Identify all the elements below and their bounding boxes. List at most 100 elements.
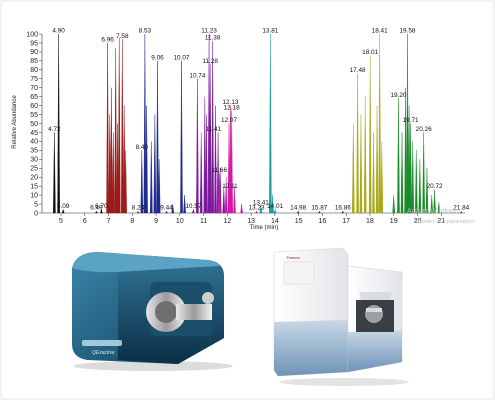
peak-mark [157,159,161,214]
x-tick-label: 5 [59,218,63,225]
peak-mark [378,33,381,214]
peak-mark [150,141,153,214]
peak-mark [414,150,418,214]
peak-label: 16.86 [335,205,351,212]
y-tick-label: 30 [30,157,38,164]
peak-label: 8.40 [136,144,149,151]
peak-label: 10.07 [173,54,189,61]
peak-mark [224,177,228,214]
series-trace-4 [192,33,226,214]
y-tick-label: 5 [34,201,38,208]
y-tick-label: 50 [30,121,38,128]
peak-label: 14.98 [290,205,306,212]
watermark-line-2: Accédez aux paramètres [414,219,475,225]
instrument-brand: Thermo [286,255,301,260]
peak-mark [124,150,127,214]
peak-label: 20.26 [416,126,432,133]
peak-mark [108,114,112,214]
y-tick-label: 40 [30,139,38,146]
instrument-badge: QExactive [92,350,115,356]
peak-mark [406,33,409,214]
peak-mark [411,141,415,214]
lc-ms-instrument-photo: QExactive [72,252,233,371]
peak-mark [199,132,203,214]
y-tick-label: 85 [30,58,38,65]
peak-mark [211,41,214,214]
peak-mark [110,87,113,214]
watermark-line-1: Activer Windows [407,208,459,215]
y-tick-label: 45 [30,130,38,137]
peak-label: 10.57 [185,203,201,210]
peak-label: 9.44 [160,205,173,212]
peak-mark [180,60,183,214]
x-tick-label: 10 [176,218,184,225]
peak-mark [196,78,199,214]
y-tick-label: 100 [26,31,38,38]
peak-mark [121,39,124,214]
y-tick-label: 65 [30,94,38,101]
x-tick-label: 7 [107,218,111,225]
chromatogram-chart: 0510152025303540455055606570758085909510… [12,28,475,232]
y-tick-label: 90 [30,49,38,56]
peak-mark [368,55,372,214]
peak-label: 13.81 [262,28,278,35]
peak-mark [240,204,243,214]
x-tick-label: 12 [223,218,231,225]
peak-mark [61,208,65,214]
peak-mark [117,37,121,214]
series-trace-1 [53,33,103,214]
peak-mark [140,150,144,214]
peak-mark [430,195,434,214]
peak-label: 17.48 [350,67,366,74]
y-tick-label: 10 [30,192,38,199]
peak-label: 5.09 [57,203,70,210]
peak-mark [145,105,148,214]
y-tick-label: 80 [30,67,38,74]
series-trace-8 [352,33,384,214]
x-tick-label: 15 [295,218,303,225]
peak-mark [433,189,436,214]
peak-label: 19.58 [399,28,415,35]
peak-mark [269,33,272,214]
peak-mark [165,210,168,214]
peak-mark [100,208,103,214]
peak-mark [418,159,422,214]
y-tick-label: 20 [30,175,38,182]
peak-label: 9.06 [151,54,164,61]
peak-mark [230,110,233,214]
y-tick-label: 0 [34,210,38,217]
peak-mark [409,123,412,214]
peak-mark [397,98,400,214]
peak-mark [392,195,396,214]
peak-label: 19.71 [403,117,419,124]
peak-label: 4.72 [48,126,61,133]
peak-mark [425,168,429,214]
x-tick-label: 14 [271,218,279,225]
series-trace-9 [392,33,463,214]
peak-mark [153,114,157,214]
chart-traces [53,33,463,214]
peak-label: 8.53 [139,28,152,35]
x-tick-label: 11 [200,218,207,225]
peak-mark [352,123,355,214]
peak-mark [122,105,126,214]
peak-label: 6.49 [90,205,103,212]
peak-mark [111,132,115,214]
peak-mark [136,210,140,214]
x-axis-title: Time (min) [250,225,278,231]
peak-mark [296,210,300,214]
peak-label: 21.84 [453,205,469,212]
peak-label: 18.01 [362,49,378,56]
peak-mark [222,186,226,214]
peak-label: 11.66 [212,167,228,174]
peak-label: 6.96 [101,36,114,43]
series-trace-2 [106,37,140,214]
peak-labels: 4.90 4.72 5.09 6.496.70 6.967.58 8.24 8.40 8.53… [48,28,470,212]
peak-mark [53,132,56,214]
peak-label: 10.74 [189,72,205,79]
peak-mark [156,60,159,214]
peak-label: 13.41 [253,199,269,206]
peak-label: 13.23 [249,205,265,212]
peak-mark [372,132,375,214]
x-tick-label: 21 [437,218,445,225]
